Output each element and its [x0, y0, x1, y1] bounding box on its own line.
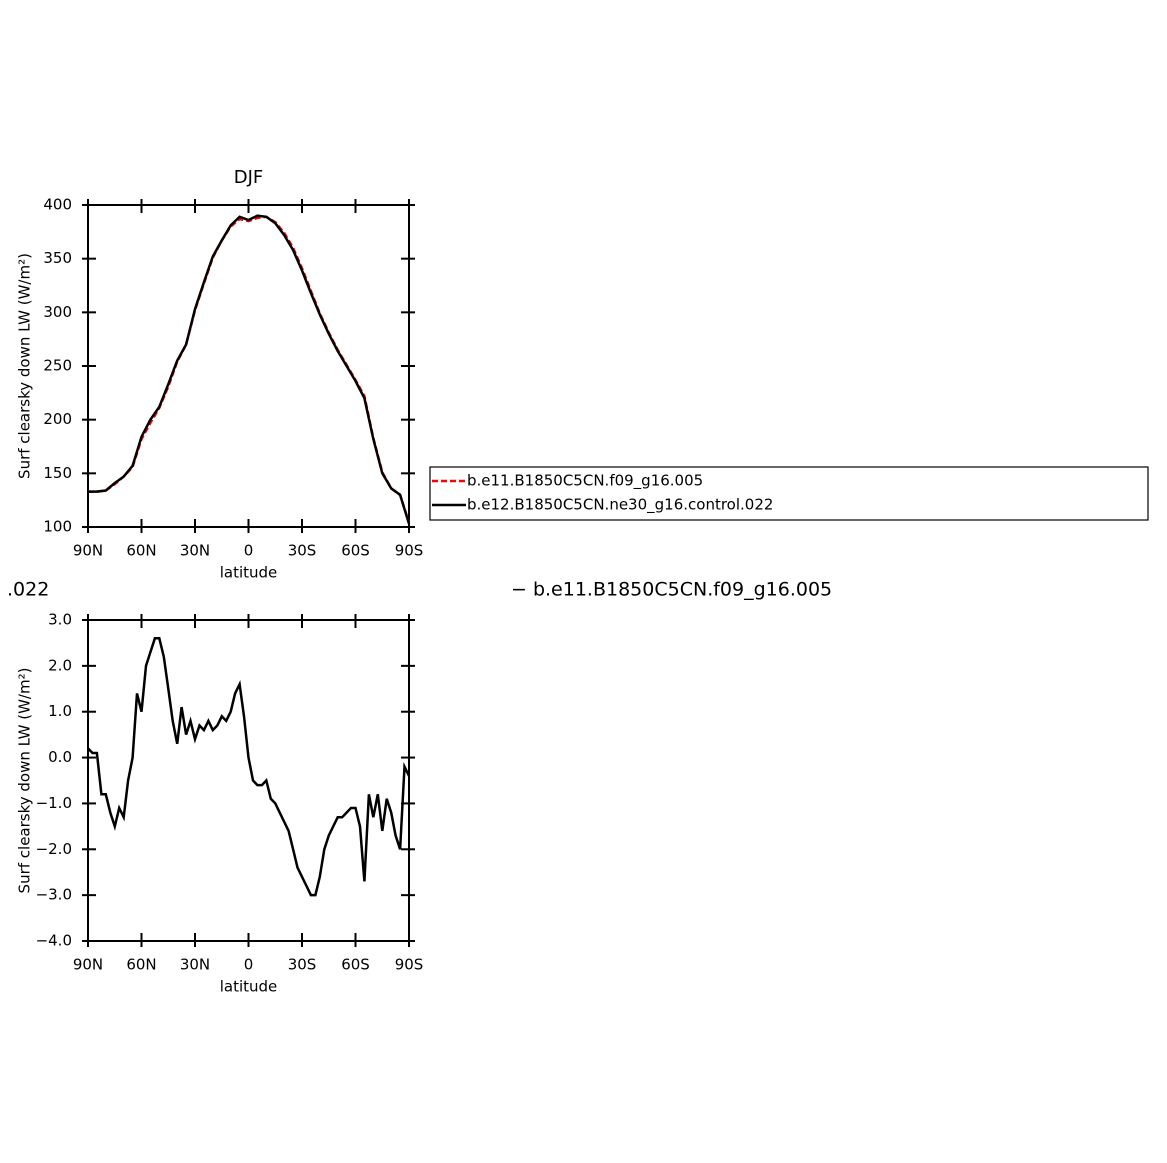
- chart-title-right: − b.e11.B1850C5CN.f09_g16.005: [511, 579, 832, 601]
- y-tick-label: 0.0: [48, 748, 72, 766]
- series-line: [88, 214, 411, 525]
- y-axis-label: Surf clearsky down LW (W/m²): [16, 668, 34, 894]
- y-tick-label: 2.0: [48, 656, 72, 674]
- x-tick-label: 30S: [288, 956, 317, 974]
- x-tick-label: 0: [244, 956, 254, 974]
- y-tick-label: 100: [43, 518, 72, 536]
- plot-frame: [87, 619, 410, 942]
- y-tick-label: 150: [43, 464, 72, 482]
- x-tick-label: 30N: [180, 956, 210, 974]
- x-axis-label: latitude: [220, 978, 278, 996]
- y-tick-label: 200: [43, 410, 72, 428]
- y-tick-label: 250: [43, 357, 72, 375]
- y-tick-label: 1.0: [48, 702, 72, 720]
- y-tick-label: 300: [43, 303, 72, 321]
- y-tick-label: 3.0: [48, 611, 72, 629]
- x-tick-label: 90S: [395, 956, 424, 974]
- chart-title: DJF: [234, 167, 264, 188]
- y-tick-label: −2.0: [36, 840, 72, 858]
- legend-label: b.e11.B1850C5CN.f09_g16.005: [467, 472, 703, 491]
- x-tick-label: 60N: [126, 956, 156, 974]
- y-tick-label: −4.0: [36, 932, 72, 950]
- plot-frame: [87, 204, 410, 528]
- series-line: [87, 637, 411, 897]
- x-tick-label: 0: [244, 542, 254, 560]
- x-axis-label: latitude: [220, 564, 278, 582]
- legend-box: [429, 466, 1149, 521]
- x-tick-label: 30N: [180, 542, 210, 560]
- chart-title-left: .022: [7, 579, 49, 601]
- legend-label: b.e12.B1850C5CN.ne30_g16.control.022: [467, 496, 773, 515]
- x-tick-label: 90N: [73, 956, 103, 974]
- x-tick-label: 60N: [126, 542, 156, 560]
- y-axis-label: Surf clearsky down LW (W/m²): [16, 253, 34, 479]
- x-tick-label: 90N: [73, 542, 103, 560]
- x-tick-label: 90S: [395, 542, 424, 560]
- series-line: [88, 215, 411, 524]
- x-tick-label: 30S: [288, 542, 317, 560]
- y-tick-label: −1.0: [36, 794, 72, 812]
- x-tick-label: 60S: [341, 956, 370, 974]
- y-tick-label: 350: [43, 249, 72, 267]
- y-tick-label: −3.0: [36, 886, 72, 904]
- x-tick-label: 60S: [341, 542, 370, 560]
- y-tick-label: 400: [43, 196, 72, 214]
